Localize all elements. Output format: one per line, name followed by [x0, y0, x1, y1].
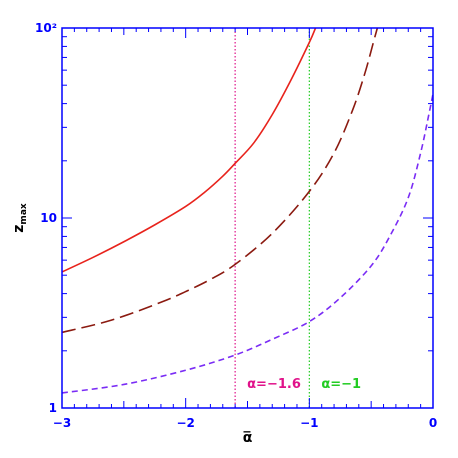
x-tick-label: −3: [53, 416, 71, 430]
annotations: α=−1.6 α=−1: [247, 377, 361, 392]
x-tick-label: −1: [300, 416, 318, 430]
series-line-1: [61, 27, 379, 334]
series-line-0: [61, 27, 317, 273]
x-tick-label: −2: [176, 416, 194, 430]
series-curves: [61, 27, 434, 394]
y-axis-label-main: z: [11, 225, 27, 233]
y-axis-label: zmax: [11, 203, 29, 233]
tick-labels: −3 −2 −1 0 1 10 10²: [35, 21, 437, 430]
vline-label-0: α=−1.6: [247, 377, 301, 392]
series-line-2: [61, 93, 434, 394]
vline-label-1: α=−1: [321, 377, 361, 392]
y-tick-label: 1: [49, 401, 57, 415]
vertical-reference-lines: [234, 28, 310, 408]
x-axis-label: α̅: [243, 430, 253, 446]
x-tick-label: 0: [429, 416, 437, 430]
y-axis-label-sub: max: [19, 203, 29, 224]
plot-frame: [61, 27, 434, 409]
y-tick-label: 10²: [35, 21, 57, 35]
y-tick-label: 10: [40, 211, 57, 225]
svg-text:zmax: zmax: [11, 203, 29, 233]
